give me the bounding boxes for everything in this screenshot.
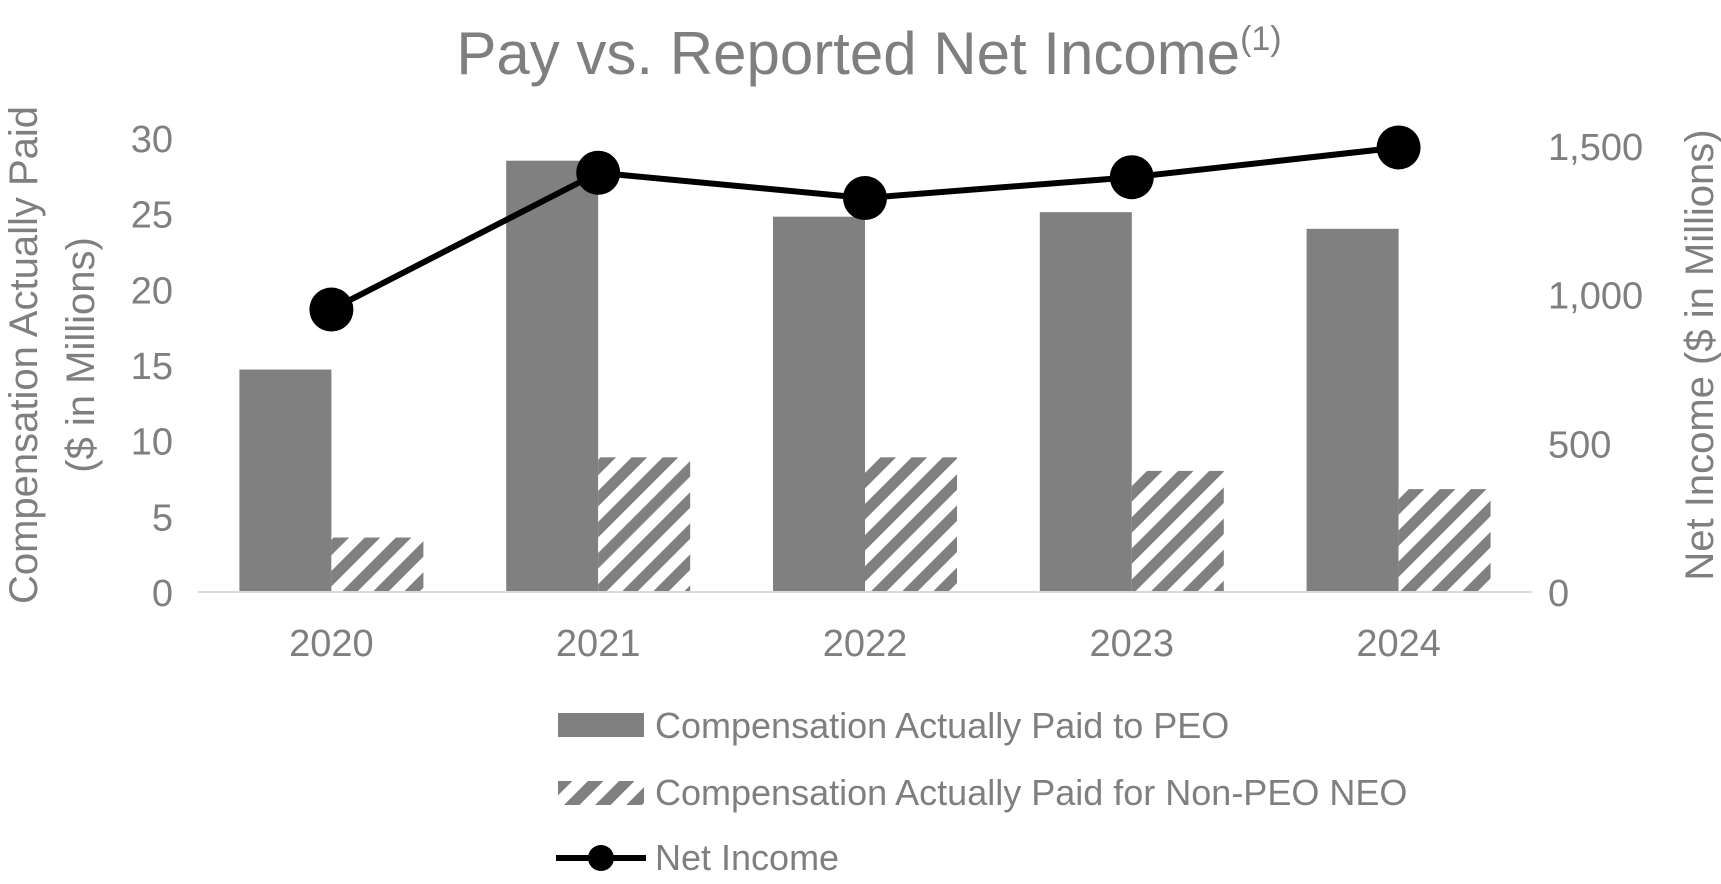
bar-non-peo [1398,489,1491,592]
y-axis-left-tick-label: 30 [131,119,173,161]
y-axis-right-tick-label: 500 [1548,424,1611,466]
legend-swatch-solid [558,713,644,737]
y-axis-left-label: Compensation Actually Paid [2,106,46,604]
bar-non-peo [331,537,424,592]
y-axis-left-tick-label: 25 [131,195,173,237]
legend-swatch-hatched [558,781,644,805]
y-axis-right-ticks: 0 500 1,000 1,500 [1548,127,1643,615]
bar-non-peo [1131,470,1224,592]
legend: Compensation Actually Paid to PEO Compen… [556,705,1407,878]
bar-peo [506,160,599,592]
net-income-marker [843,176,887,221]
y-axis-left-tick-label: 0 [152,573,173,615]
y-axis-left-tick-label: 15 [131,346,173,388]
net-income-marker [576,150,621,195]
net-income-line-layer [309,125,1421,332]
bars-layer [239,160,1491,593]
x-axis-tick-label: 2022 [823,623,908,665]
bar-peo [1039,212,1132,593]
bar-peo [1306,228,1399,593]
y-axis-left-tick-label: 10 [131,422,173,464]
y-axis-right-tick-label: 1,500 [1548,127,1643,169]
bar-peo [239,369,332,592]
y-axis-left-ticks: 0 5 10 15 20 25 30 [131,119,173,615]
x-axis-tick-label: 2021 [556,623,641,665]
net-income-marker [1376,125,1421,170]
y-axis-left-label-line2: ($ in Millions) [59,237,103,473]
x-axis-tick-label: 2020 [289,623,374,665]
y-axis-left-tick-label: 20 [131,270,173,312]
chart-title-superscript: (1) [1240,20,1282,58]
x-axis-tick-label: 2024 [1356,623,1441,665]
bar-non-peo [865,457,957,592]
net-income-marker [309,287,354,332]
y-axis-right-label: Net Income ($ in Millions) [1678,129,1721,580]
chart-title-text: Pay vs. Reported Net Income [456,20,1240,87]
y-axis-left-tick-label: 5 [152,497,173,539]
bar-non-peo [598,457,691,592]
legend-swatch-marker [588,845,614,871]
x-axis-tick-label: 2023 [1090,623,1175,665]
x-axis-ticks: 2020 2021 2022 2023 2024 [289,623,1441,665]
bar-peo [773,216,865,592]
y-axis-right-tick-label: 1,000 [1548,276,1643,318]
legend-label-peo: Compensation Actually Paid to PEO [655,705,1229,746]
y-axis-right-tick-label: 0 [1548,573,1569,615]
legend-label-net-income: Net Income [655,837,839,878]
net-income-marker [1109,155,1154,200]
chart-title: Pay vs. Reported Net Income(1) [456,20,1281,87]
legend-label-non-peo: Compensation Actually Paid for Non-PEO N… [655,772,1407,813]
